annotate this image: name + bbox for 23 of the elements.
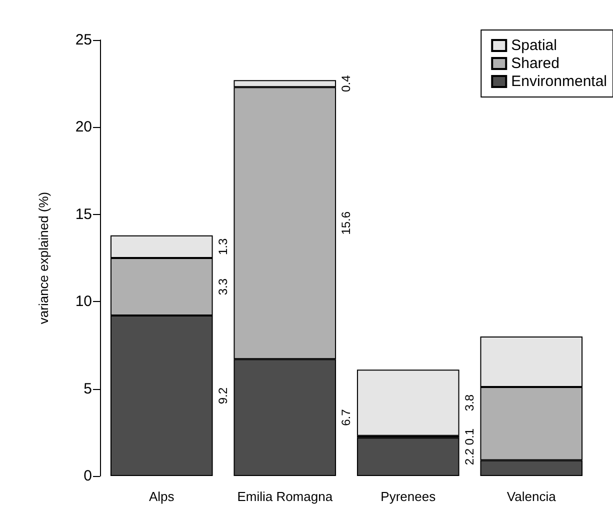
x-tick-label: Alps [148, 489, 175, 504]
legend-label: Shared [511, 55, 560, 72]
y-tick-label: 5 [84, 380, 92, 398]
data-label: 0.1 [462, 428, 476, 446]
data-label: 3.3 [216, 278, 230, 296]
y-axis-title: variance explained (%) [36, 192, 51, 324]
data-label: 6.7 [339, 408, 354, 426]
data-label: 15.6 [339, 211, 354, 235]
y-tick-label: 0 [84, 468, 92, 484]
y-tick-label: 15 [75, 206, 92, 223]
data-label: 3.8 [462, 394, 476, 412]
y-tick-label: 25 [75, 32, 92, 48]
x-tick-label: Pyrenees [380, 489, 436, 504]
y-tick-label: 10 [75, 293, 92, 310]
legend-label: Spatial [511, 37, 557, 54]
data-label: 1.3 [216, 238, 230, 256]
x-tick-label: Valencia [506, 489, 557, 504]
legend-label: Environmental [511, 73, 608, 90]
y-tick-label: 20 [75, 118, 92, 136]
data-label: 0.4 [339, 74, 354, 92]
x-tick-label: Emilia Romagna [237, 489, 334, 504]
data-label: 2.2 [462, 448, 476, 466]
data-label: 9.2 [216, 387, 230, 404]
